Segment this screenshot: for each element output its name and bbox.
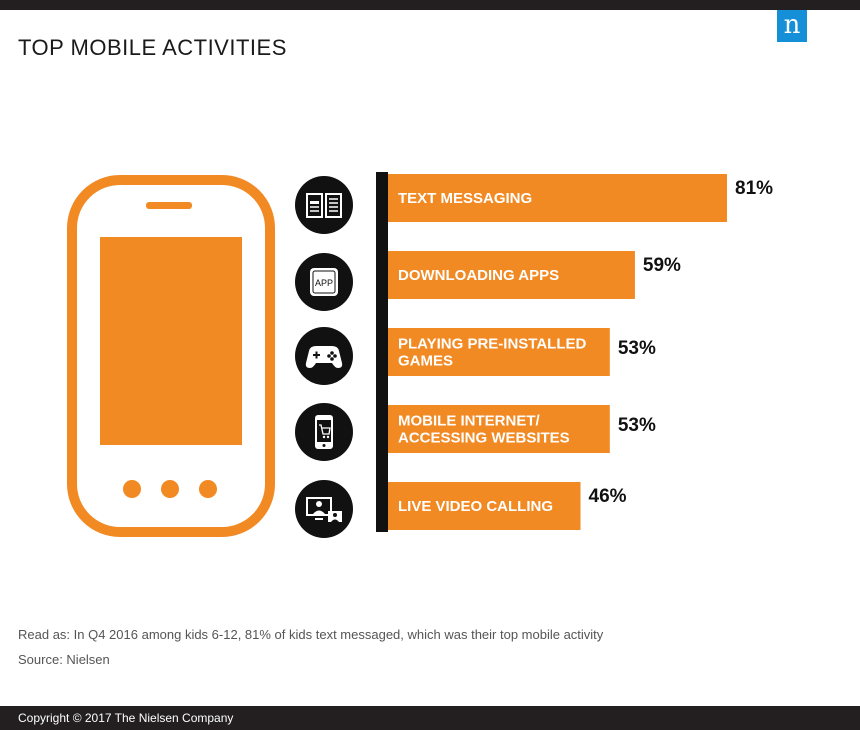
bar-5	[388, 482, 581, 530]
video-call-icon	[295, 480, 353, 538]
top-bar	[0, 0, 860, 10]
bar-label-3: PLAYING PRE-INSTALLED GAMES	[398, 336, 587, 370]
bar-label-1: TEXT MESSAGING	[398, 190, 532, 207]
bar-2	[388, 251, 635, 299]
smartphone-cart-icon	[295, 403, 353, 461]
value-label-3: 53%	[618, 338, 656, 359]
gamepad-icon	[295, 327, 353, 385]
smartphone-illustration	[67, 175, 275, 537]
read-as-note: Read as: In Q4 2016 among kids 6-12, 81%…	[18, 627, 604, 642]
bar-label-4: MOBILE INTERNET/ACCESSING WEBSITES	[398, 413, 570, 447]
svg-text:APP: APP	[315, 278, 333, 288]
value-label-1: 81%	[735, 178, 773, 199]
app-icon: APP	[295, 253, 353, 311]
bar-3	[388, 328, 610, 376]
bar-chart: TEXT MESSAGING 81% DOWNLOADING APPS 59% PLAY…	[388, 174, 773, 530]
source-note: Source: Nielsen	[18, 652, 110, 667]
bar-label-2: DOWNLOADING APPS	[398, 267, 559, 284]
bar-label-5: LIVE VIDEO CALLING	[398, 498, 553, 515]
value-label-2: 59%	[643, 255, 681, 276]
value-label-5: 46%	[589, 486, 627, 507]
bar-1	[388, 174, 727, 222]
page-title: TOP MOBILE ACTIVITIES	[18, 35, 287, 60]
brand-logo: n	[777, 10, 807, 42]
bar-4	[388, 405, 610, 453]
footer-copyright: Copyright © 2017 The Nielsen Company	[0, 706, 860, 730]
book-icon	[295, 176, 353, 234]
value-label-4: 53%	[618, 415, 656, 436]
chart-axis-line	[376, 172, 388, 532]
